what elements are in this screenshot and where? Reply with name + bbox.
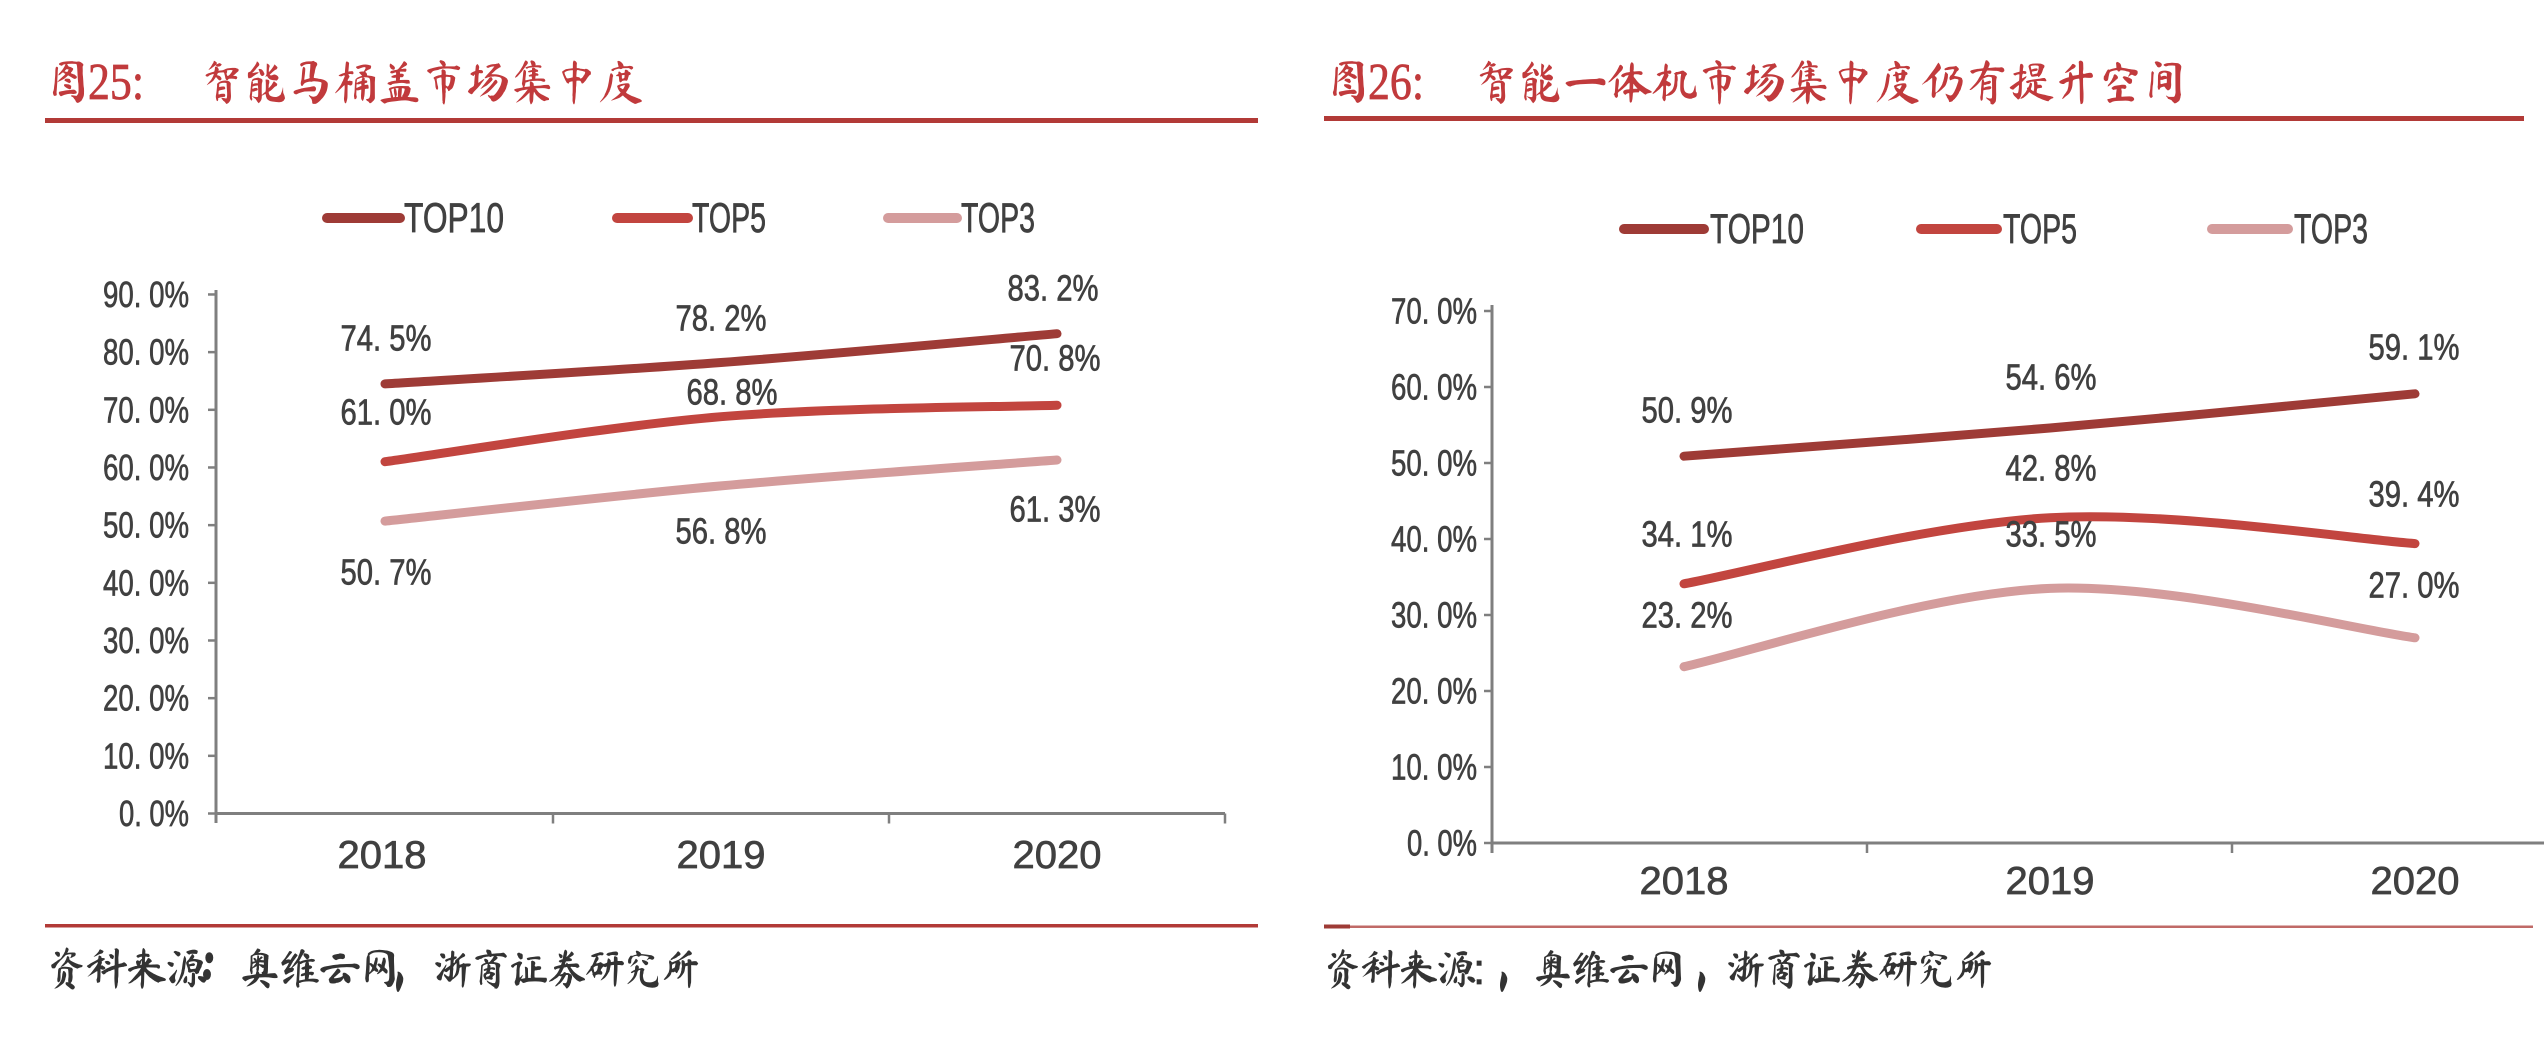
svg-text:TOP10: TOP10 — [404, 194, 504, 241]
svg-text:39. 4%: 39. 4% — [2369, 474, 2460, 515]
svg-text:TOP10: TOP10 — [1710, 205, 1804, 252]
svg-text:10. 0%: 10. 0% — [103, 735, 189, 776]
svg-text:40. 0%: 40. 0% — [1391, 519, 1477, 560]
svg-text:90. 0%: 90. 0% — [103, 274, 189, 315]
svg-text:TOP3: TOP3 — [961, 194, 1035, 241]
svg-text:20. 0%: 20. 0% — [103, 678, 189, 719]
svg-text:50. 9%: 50. 9% — [1642, 390, 1733, 431]
svg-text:2020: 2020 — [2371, 860, 2460, 903]
svg-text:0. 0%: 0. 0% — [119, 793, 189, 834]
svg-text:TOP3: TOP3 — [2294, 205, 2368, 252]
svg-text:70. 8%: 70. 8% — [1010, 338, 1101, 379]
svg-text:83. 2%: 83. 2% — [1008, 268, 1099, 309]
svg-text:54. 6%: 54. 6% — [2006, 357, 2097, 398]
svg-text:61. 0%: 61. 0% — [341, 392, 432, 433]
svg-text:2019: 2019 — [677, 834, 766, 877]
svg-text:33. 5%: 33. 5% — [2006, 514, 2097, 555]
svg-text:42. 8%: 42. 8% — [2006, 448, 2097, 489]
svg-text::: : — [1473, 945, 1485, 994]
svg-text:59. 1%: 59. 1% — [2369, 327, 2460, 368]
svg-text:60. 0%: 60. 0% — [1391, 367, 1477, 408]
svg-text:20. 0%: 20. 0% — [1391, 671, 1477, 712]
svg-text:56. 8%: 56. 8% — [676, 511, 767, 552]
svg-text:TOP5: TOP5 — [2003, 205, 2077, 252]
svg-text:50. 0%: 50. 0% — [1391, 443, 1477, 484]
svg-text:23. 2%: 23. 2% — [1642, 595, 1733, 636]
svg-text:30. 0%: 30. 0% — [1391, 595, 1477, 636]
svg-text:74. 5%: 74. 5% — [341, 318, 432, 359]
svg-text:10. 0%: 10. 0% — [1391, 747, 1477, 788]
svg-text:26:: 26: — [1368, 54, 1424, 111]
svg-text:78. 2%: 78. 2% — [676, 298, 767, 339]
svg-text:30. 0%: 30. 0% — [103, 620, 189, 661]
svg-text:70. 0%: 70. 0% — [1391, 291, 1477, 332]
svg-text:60. 0%: 60. 0% — [103, 447, 189, 488]
svg-text:25:: 25: — [88, 54, 144, 111]
svg-text:68. 8%: 68. 8% — [687, 372, 778, 413]
svg-text:40. 0%: 40. 0% — [103, 562, 189, 603]
svg-text:61. 3%: 61. 3% — [1010, 489, 1101, 530]
svg-text:27. 0%: 27. 0% — [2369, 565, 2460, 606]
svg-text:34. 1%: 34. 1% — [1642, 514, 1733, 555]
svg-text:2019: 2019 — [2006, 860, 2095, 903]
svg-text:0. 0%: 0. 0% — [1407, 823, 1477, 864]
svg-text:70. 0%: 70. 0% — [103, 389, 189, 430]
svg-text:50. 0%: 50. 0% — [103, 505, 189, 546]
svg-text:80. 0%: 80. 0% — [103, 332, 189, 373]
svg-text:2020: 2020 — [1013, 834, 1102, 877]
svg-text:2018: 2018 — [338, 834, 427, 877]
svg-text:50. 7%: 50. 7% — [341, 552, 432, 593]
svg-text:2018: 2018 — [1640, 860, 1729, 903]
svg-text:TOP5: TOP5 — [692, 194, 766, 241]
